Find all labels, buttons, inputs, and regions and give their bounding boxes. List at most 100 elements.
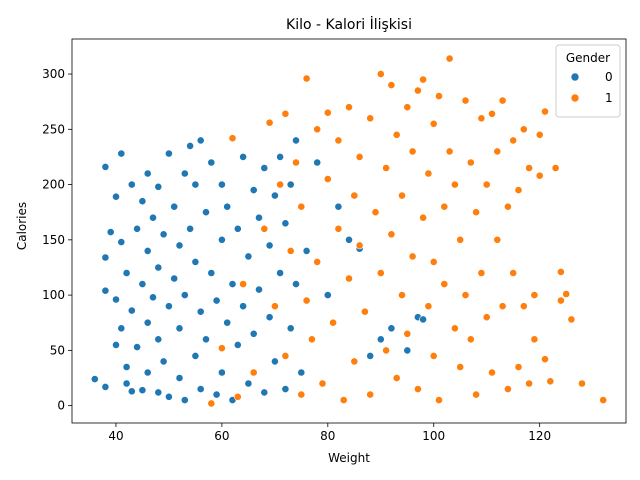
point-gender-1: [334, 136, 343, 145]
point-gender-0: [265, 241, 274, 250]
point-gender-1: [429, 119, 438, 128]
point-gender-1: [541, 107, 549, 116]
point-gender-0: [170, 274, 179, 283]
point-gender-0: [244, 379, 253, 388]
point-gender-1: [456, 363, 465, 371]
point-gender-1: [519, 302, 528, 311]
point-gender-0: [202, 335, 210, 344]
point-gender-1: [466, 335, 475, 344]
point-gender-0: [217, 235, 226, 244]
point-gender-1: [503, 202, 512, 211]
point-gender-0: [122, 379, 131, 388]
point-gender-0: [260, 388, 269, 397]
legend-label-0: 0: [605, 70, 613, 84]
point-gender-0: [292, 280, 300, 288]
x-tick-label: 120: [528, 429, 551, 443]
point-gender-1: [334, 224, 343, 233]
point-gender-0: [196, 307, 205, 316]
point-gender-1: [509, 136, 518, 145]
point-gender-0: [154, 182, 163, 191]
point-gender-1: [350, 191, 359, 200]
point-gender-1: [530, 335, 539, 344]
point-gender-0: [255, 213, 263, 222]
point-gender-1: [472, 208, 480, 217]
point-gender-0: [233, 224, 242, 233]
point-gender-1: [445, 54, 454, 63]
point-gender-1: [450, 180, 459, 189]
point-gender-0: [159, 357, 168, 366]
chart-title: Kilo - Kalori İlişkisi: [286, 15, 412, 33]
point-gender-0: [112, 340, 120, 349]
point-gender-0: [419, 315, 427, 324]
point-gender-1: [366, 114, 375, 123]
point-gender-0: [376, 335, 385, 344]
point-gender-0: [207, 269, 216, 277]
point-gender-0: [122, 269, 131, 277]
x-tick-label: 100: [422, 429, 445, 443]
point-gender-0: [101, 162, 110, 171]
point-gender-0: [387, 324, 396, 333]
point-gender-1: [313, 257, 322, 266]
point-gender-1: [403, 329, 412, 338]
point-gender-1: [514, 186, 523, 194]
point-gender-1: [392, 130, 401, 139]
point-gender-1: [413, 86, 422, 95]
point-gender-0: [217, 180, 226, 189]
point-gender-0: [138, 197, 147, 206]
point-gender-1: [435, 92, 443, 100]
point-gender-0: [138, 386, 147, 395]
point-gender-0: [164, 149, 173, 158]
y-tick-label: 200: [42, 178, 65, 192]
point-gender-0: [212, 390, 221, 399]
point-gender-1: [419, 75, 427, 84]
point-gender-1: [503, 385, 512, 393]
point-gender-1: [276, 180, 284, 189]
point-gender-0: [106, 228, 115, 236]
point-gender-1: [493, 147, 502, 156]
point-gender-0: [154, 335, 163, 344]
point-gender-0: [249, 329, 258, 338]
point-gender-0: [286, 324, 295, 333]
point-gender-1: [440, 280, 449, 288]
point-gender-0: [101, 286, 110, 295]
point-gender-1: [292, 158, 300, 167]
legend-marker-1: [570, 93, 580, 103]
point-gender-0: [175, 374, 184, 382]
point-gender-1: [302, 74, 311, 83]
point-gender-0: [180, 396, 189, 404]
data-points: [90, 54, 608, 408]
point-gender-0: [223, 318, 232, 327]
axes: 40 60 80 100 120 0 50 100 150 200 250 300: [42, 38, 627, 443]
point-gender-1: [514, 363, 523, 371]
point-gender-1: [472, 390, 480, 399]
point-gender-1: [493, 235, 502, 244]
point-gender-0: [133, 343, 141, 351]
point-gender-1: [551, 164, 560, 172]
point-gender-1: [419, 213, 427, 222]
point-gender-0: [212, 296, 221, 305]
point-gender-0: [207, 158, 216, 167]
x-tick-label: 80: [320, 429, 335, 443]
point-gender-0: [101, 253, 110, 262]
point-gender-1: [429, 351, 438, 360]
y-tick-label: 250: [42, 122, 65, 136]
point-gender-0: [149, 213, 157, 222]
point-gender-0: [345, 235, 353, 244]
point-gender-1: [398, 291, 406, 299]
point-gender-0: [186, 224, 194, 233]
point-gender-1: [413, 385, 422, 393]
point-gender-0: [143, 169, 152, 178]
point-gender-1: [382, 346, 390, 355]
point-gender-0: [127, 387, 136, 396]
point-gender-1: [461, 291, 470, 299]
y-tick-label: 0: [57, 399, 65, 413]
point-gender-0: [180, 291, 189, 299]
y-tick-label: 300: [42, 67, 65, 81]
point-gender-1: [339, 396, 348, 404]
point-gender-1: [498, 96, 507, 105]
point-gender-1: [217, 344, 226, 353]
point-gender-0: [297, 368, 306, 377]
point-gender-0: [112, 295, 120, 304]
point-gender-1: [450, 324, 459, 333]
